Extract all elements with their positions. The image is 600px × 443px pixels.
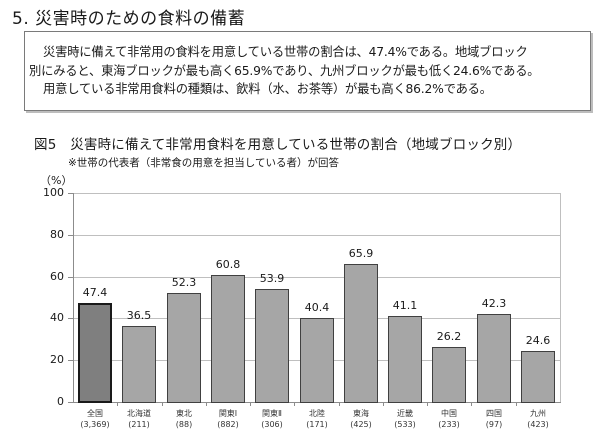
y-tick [68, 277, 73, 278]
y-axis-unit: （%） [40, 174, 73, 187]
gridline [74, 277, 560, 278]
y-tick [68, 235, 73, 236]
value-label: 24.6 [525, 334, 551, 347]
y-tick-label: 80 [50, 228, 64, 241]
x-tick [427, 402, 428, 406]
bar-2 [167, 293, 201, 403]
category-name: 北陸 [309, 409, 325, 418]
sample-size: (425) [350, 420, 372, 429]
category-name: 九州 [530, 409, 546, 418]
value-label: 40.4 [304, 301, 330, 314]
category-name: 関東Ⅰ [218, 409, 238, 418]
y-tick [68, 360, 73, 361]
sample-size: (211) [128, 420, 150, 429]
bar-3 [211, 275, 245, 403]
sample-size: (171) [306, 420, 328, 429]
sample-size: (533) [394, 420, 416, 429]
figure-note: ※世帯の代表者（非常食の用意を担当している者）が回答 [68, 157, 339, 169]
x-tick [471, 402, 472, 406]
category-name: 東海 [353, 409, 369, 418]
x-tick-label: 東北 (88) [162, 408, 206, 430]
y-tick-label: 20 [50, 353, 64, 366]
section-title: 5. 災害時のための食料の備蓄 [12, 9, 246, 29]
sample-size: (423) [527, 420, 549, 429]
y-tick-label: 60 [50, 270, 64, 283]
y-tick-label: 0 [57, 395, 64, 408]
x-tick [516, 402, 517, 406]
x-tick-label: 中国 (233) [427, 408, 471, 430]
summary-line-1: 災害時に備えて非常用の食料を用意している世帯の割合は、47.4%である。地域ブロ… [43, 45, 528, 59]
gridline [74, 235, 560, 236]
x-tick-label: 近畿 (533) [383, 408, 427, 430]
category-name: 四国 [486, 409, 502, 418]
x-tick-label: 北陸 (171) [295, 408, 339, 430]
bar-8 [432, 347, 466, 403]
value-label: 47.4 [82, 286, 108, 299]
x-tick [383, 402, 384, 406]
category-name: 中国 [441, 409, 457, 418]
summary-line-2: 別にみると、東海ブロックが最も高く65.9%であり、九州ブロックが最も低く24.… [29, 64, 540, 78]
category-name: 近畿 [397, 409, 413, 418]
x-tick-label: 関東Ⅱ (306) [250, 408, 294, 430]
y-axis [73, 193, 74, 403]
value-label: 26.2 [436, 330, 462, 343]
bar-4 [255, 289, 289, 403]
bar-9 [477, 314, 511, 403]
sample-size: (3,369) [80, 420, 110, 429]
summary-box: 災害時に備えて非常用の食料を用意している世帯の割合は、47.4%である。地域ブロ… [24, 31, 591, 111]
sample-size: (306) [261, 420, 283, 429]
sample-size: (882) [217, 420, 239, 429]
summary-line-3: 用意している非常用食料の種類は、飲料（水、お茶等）が最も高く86.2%である。 [43, 82, 492, 96]
category-name: 全国 [87, 409, 103, 418]
x-tick [294, 402, 295, 406]
value-label: 65.9 [348, 247, 374, 260]
x-tick-label: 九州 (423) [516, 408, 560, 430]
x-tick [339, 402, 340, 406]
bar-10 [521, 351, 555, 403]
value-label: 52.3 [171, 276, 197, 289]
value-label: 60.8 [215, 258, 241, 271]
sample-size: (97) [485, 420, 503, 429]
x-tick-label: 北海道 (211) [117, 408, 161, 430]
y-tick [68, 318, 73, 319]
bar-0 [78, 303, 112, 403]
x-tick-label: 関東Ⅰ (882) [206, 408, 250, 430]
category-name: 関東Ⅱ [262, 409, 282, 418]
value-label: 53.9 [259, 272, 285, 285]
value-label: 36.5 [126, 309, 152, 322]
x-tick-label: 四国 (97) [472, 408, 516, 430]
category-name: 東北 [176, 409, 192, 418]
x-tick [117, 402, 118, 406]
bar-5 [300, 318, 334, 403]
x-tick [162, 402, 163, 406]
bar-6 [344, 264, 378, 403]
y-tick-label: 100 [43, 186, 64, 199]
value-label: 41.1 [392, 299, 418, 312]
plot-area [73, 193, 561, 403]
x-tick [206, 402, 207, 406]
x-tick-label: 東海 (425) [339, 408, 383, 430]
bar-7 [388, 316, 422, 403]
bar-1 [122, 326, 156, 403]
y-tick [68, 193, 73, 194]
sample-size: (88) [175, 420, 193, 429]
y-tick [68, 402, 73, 403]
figure-title: 図5 災害時に備えて非常用食料を用意している世帯の割合（地域ブロック別） [34, 137, 522, 153]
value-label: 42.3 [481, 297, 507, 310]
x-tick [250, 402, 251, 406]
y-tick-label: 40 [50, 311, 64, 324]
sample-size: (233) [438, 420, 460, 429]
category-name: 北海道 [127, 409, 151, 418]
x-tick-label: 全国 (3,369) [73, 408, 117, 430]
